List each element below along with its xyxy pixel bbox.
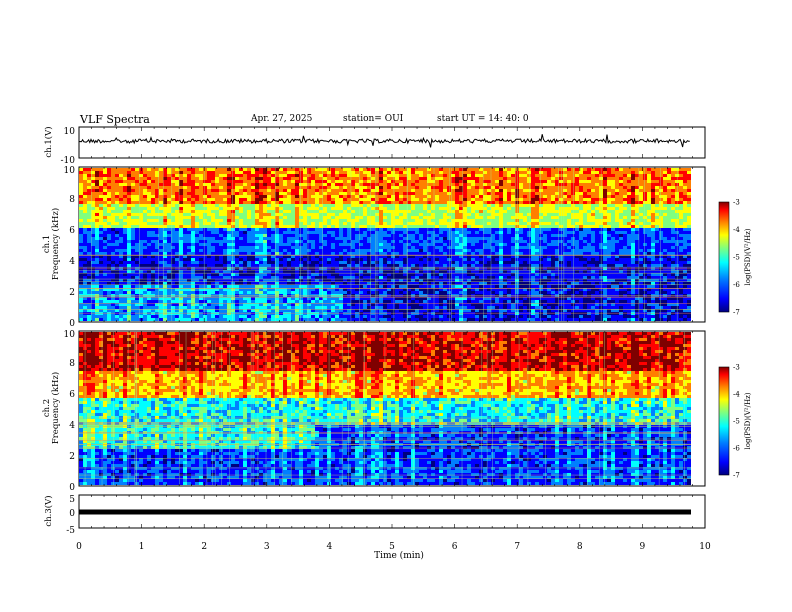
colorbar-tick-label: -6 [733, 281, 740, 289]
ytick-label: 2 [69, 288, 75, 298]
ytick-label: 0 [69, 319, 75, 329]
ytick-label: 0 [69, 509, 75, 519]
ytick-label: 2 [69, 452, 75, 462]
colorbar-tick-label: -6 [733, 445, 740, 453]
colorbar-label: log(PSD)(V²/Hz) [744, 392, 752, 449]
colorbar-tick-label: -7 [733, 309, 740, 317]
colorbar-tick-label: -5 [733, 254, 740, 262]
ch2-colorbar: -3 -4 -5 -6 -7 log(PSD)(V²/Hz) [718, 364, 752, 480]
ytick-label: -10 [61, 156, 76, 166]
ytick-label: 8 [69, 195, 75, 205]
ch2-spectrogram-ylabel: ch.2 Frequency (kHz) [42, 372, 61, 444]
ytick-label: 4 [69, 257, 75, 267]
xtick-label: 4 [327, 542, 333, 552]
xtick-label: 0 [76, 542, 82, 552]
figure-title: VLF Spectra [80, 113, 150, 126]
ytick-label: 4 [69, 421, 75, 431]
ch1-waveform-ylabel: ch.1(V) [43, 126, 54, 157]
ytick-label: 6 [69, 226, 75, 236]
xtick-label: 1 [139, 542, 145, 552]
ch1-spectrogram [79, 168, 705, 321]
ytick-label: 10 [64, 330, 76, 340]
ch1-waveform-frame [78, 126, 706, 159]
ch1-colorbar: -3 -4 -5 -6 -7 log(PSD)(V²/Hz) [718, 199, 752, 317]
xtick-label: 5 [389, 542, 395, 552]
ytick-label: 10 [64, 166, 76, 176]
ch3-waveform-ylabel: ch.3(V) [43, 495, 54, 526]
colorbar-label: log(PSD)(V²/Hz) [744, 228, 752, 285]
ytick-label: -5 [66, 526, 75, 536]
ch1-spectrogram-ylabel: ch.1 Frequency (kHz) [42, 208, 61, 280]
xtick-label: 2 [201, 542, 207, 552]
start-time-label: start UT = 14: 40: 0 [437, 114, 529, 124]
ytick-label: 0 [69, 483, 75, 493]
xtick-label: 8 [577, 542, 583, 552]
ch1-waveform-trace [78, 134, 690, 148]
xtick-label: 7 [514, 542, 520, 552]
colorbar-tick-label: -5 [733, 418, 740, 426]
colorbar-tick-label: -3 [733, 364, 740, 372]
colorbar-tick-label: -7 [733, 472, 740, 480]
x-axis-label: Time (min) [374, 550, 424, 561]
station-label: station= OUI [343, 114, 404, 124]
ytick-label: 8 [69, 359, 75, 369]
colorbar-tick-label: -4 [733, 226, 740, 234]
colorbar-tick-label: -3 [733, 199, 740, 207]
ytick-label: 5 [69, 495, 75, 505]
date-label: Apr. 27, 2025 [251, 114, 313, 124]
xtick-label: 3 [264, 542, 270, 552]
ch2-spectrogram [79, 332, 705, 485]
colorbar-tick-label: -4 [733, 391, 740, 399]
ytick-label: 10 [64, 127, 76, 137]
xtick-label: 10 [699, 542, 711, 552]
xtick-label: 6 [452, 542, 458, 552]
xtick-label: 9 [640, 542, 646, 552]
ytick-label: 6 [69, 390, 75, 400]
